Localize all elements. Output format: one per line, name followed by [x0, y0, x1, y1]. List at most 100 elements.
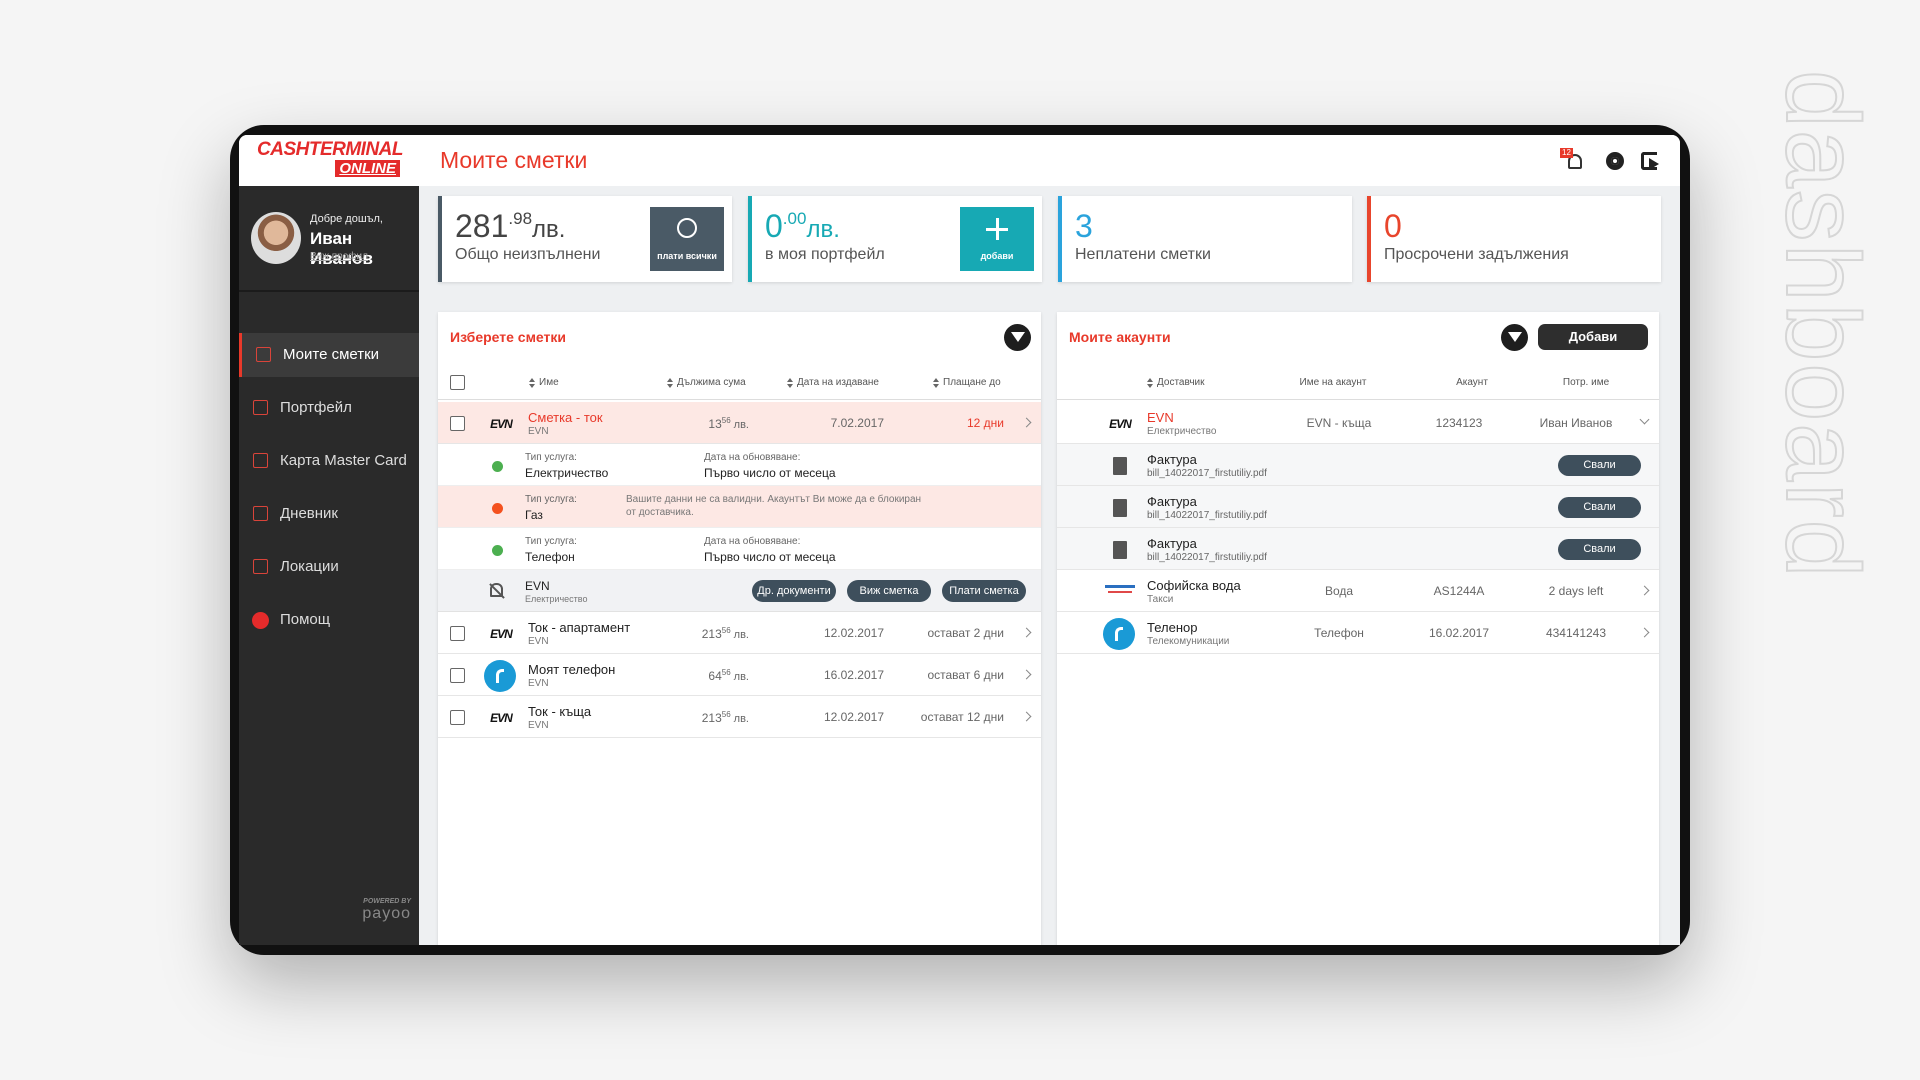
download-button[interactable]: Свали — [1558, 455, 1641, 476]
document-row: Фактура bill_14022017_firstutiliy.pdf Свал… — [1057, 486, 1659, 528]
stat-label: Неплатени сметки — [1075, 246, 1211, 263]
stat-button[interactable]: плати всички — [650, 207, 724, 271]
bill-row[interactable]: EVN Ток - апартамент EVN 21356 лв. 12.02.2017… — [438, 612, 1041, 654]
chevron[interactable] — [1021, 669, 1032, 680]
status-dot — [492, 503, 503, 514]
column-header[interactable]: Потр. име — [1562, 377, 1610, 388]
avatar — [251, 212, 301, 264]
nav-item[interactable]: Дневник — [239, 492, 419, 536]
amount-unit: лв. — [733, 671, 749, 683]
settings-icon[interactable] — [1606, 152, 1624, 170]
bill-amount: 1356 лв. — [708, 416, 749, 431]
column-header[interactable]: Дата на издаване — [797, 377, 879, 388]
nav-item[interactable]: Локации — [239, 545, 419, 589]
panel-title: Моите акаунти — [1069, 329, 1171, 345]
amount-cents: 56 — [721, 710, 731, 719]
service-row: Тип услуга: Телефон Дата на обновяване: Пър… — [438, 528, 1041, 570]
greeting: Добре дошъл, — [310, 213, 383, 225]
powered-brand: payoo — [362, 905, 411, 922]
account-provider: EVN — [1147, 410, 1174, 425]
amount-cents: 56 — [721, 416, 731, 425]
document-title: Фактура — [1147, 536, 1197, 551]
chevron[interactable] — [1021, 627, 1032, 638]
checkbox[interactable] — [450, 710, 465, 725]
bill-due: 12 дни — [966, 416, 1004, 430]
provider-logo — [1103, 618, 1135, 650]
provider-logo — [1105, 585, 1135, 588]
nav-item[interactable]: Помощ — [239, 598, 419, 642]
stat-button[interactable]: добави — [960, 207, 1034, 271]
account-row[interactable]: EVN EVN Електричество EVN - къща 1234123 Иван… — [1057, 402, 1659, 444]
checkbox[interactable] — [450, 626, 465, 641]
column-header[interactable]: Плащане до — [943, 377, 1001, 388]
download-button[interactable]: Свали — [1558, 539, 1641, 560]
nav-label: Портфейл — [280, 399, 352, 416]
select-all[interactable] — [450, 375, 465, 390]
account-row[interactable]: Софийска вода Такси Вода AS1244A 2 days left — [1057, 570, 1659, 612]
panel-title: Изберете сметки — [450, 329, 567, 345]
nav-label: Моите сметки — [283, 346, 380, 363]
update-value[interactable]: Първо число от месеца — [704, 466, 836, 480]
nav-icon — [253, 453, 268, 468]
nav-item[interactable]: Карта Master Card — [239, 439, 419, 483]
profile-link[interactable]: Виж профил — [310, 251, 368, 262]
bill-row[interactable]: Моят телефон EVN 6456 лв. 16.02.2017 остават … — [438, 654, 1041, 696]
sort-icon[interactable] — [787, 378, 793, 388]
bill-row[interactable]: EVN Ток - къща EVN 21356 лв. 12.02.2017 остава… — [438, 696, 1041, 738]
nav-icon — [256, 347, 271, 362]
bill-provider: EVN — [528, 678, 549, 689]
update-label: Дата на обновяване: — [704, 452, 801, 463]
provider-logo — [484, 660, 516, 692]
action-button[interactable]: Виж сметка — [847, 580, 931, 602]
checkbox[interactable] — [450, 668, 465, 683]
document-title: Фактура — [1147, 452, 1197, 467]
bill-due: остават 6 дни — [927, 668, 1004, 682]
bill-name: Ток - апартамент — [528, 620, 631, 635]
column-header[interactable]: Дължима сума — [677, 377, 746, 388]
update-value[interactable]: Първо число от месеца — [704, 550, 836, 564]
account-account: 1234123 — [1435, 416, 1483, 430]
account-row[interactable]: Теленор Телекомуникации Телефон 16.02.2017 4… — [1057, 612, 1659, 654]
column-header[interactable]: Доставчик — [1157, 377, 1205, 388]
nav-icon — [253, 506, 268, 521]
account-username: 434141243 — [1545, 626, 1607, 640]
notifications[interactable]: 12 — [1560, 148, 1586, 173]
column-header[interactable]: Име — [539, 377, 559, 388]
filter-button[interactable] — [1501, 324, 1528, 351]
nav-item[interactable]: Портфейл — [239, 386, 419, 430]
column-header[interactable]: Име на акаунт — [1299, 377, 1367, 388]
amount-cents: 56 — [721, 668, 731, 677]
amount-unit: лв. — [733, 629, 749, 641]
amount-cents: 56 — [721, 626, 731, 635]
stat-label: Общо неизпълнени — [455, 246, 601, 263]
stat-card: 3 Неплатени сметки — [1058, 196, 1352, 282]
bill-row[interactable]: EVN Сметка - ток EVN 1356 лв. 7.02.2017 12 дни — [438, 402, 1041, 444]
filter-button[interactable] — [1004, 324, 1031, 351]
action-button[interactable]: Др. документи — [752, 580, 836, 602]
column-header[interactable]: Акаунт — [1456, 377, 1488, 388]
chevron[interactable] — [1021, 711, 1032, 722]
stat-number: 0 — [765, 208, 783, 244]
chevron[interactable] — [1021, 417, 1032, 428]
document-icon — [1113, 541, 1127, 559]
document-row: Фактура bill_14022017_firstutiliy.pdf Свал… — [1057, 528, 1659, 570]
provider-logo: EVN — [490, 627, 513, 641]
sort-icon[interactable] — [667, 378, 673, 388]
account-account-name: EVN - къща — [1306, 416, 1372, 430]
checkbox[interactable] — [450, 416, 465, 431]
download-button[interactable]: Свали — [1558, 497, 1641, 518]
bill-amount: 21356 лв. — [702, 710, 749, 725]
plus-v — [995, 218, 999, 240]
stat-value: 281.98лв. — [455, 208, 565, 245]
amount-value: 213 — [701, 627, 722, 641]
account-account: 16.02.2017 — [1428, 626, 1490, 640]
sort-icon[interactable] — [933, 378, 939, 388]
sort-icon[interactable] — [1147, 378, 1153, 388]
action-button[interactable]: Плати сметка — [942, 580, 1026, 602]
logout-arrow — [1649, 158, 1659, 170]
status-dot — [492, 545, 503, 556]
nav-item[interactable]: Моите сметки — [239, 333, 419, 377]
logo-mark — [1115, 627, 1123, 641]
add-button[interactable]: Добави — [1538, 324, 1648, 350]
sort-icon[interactable] — [529, 378, 535, 388]
